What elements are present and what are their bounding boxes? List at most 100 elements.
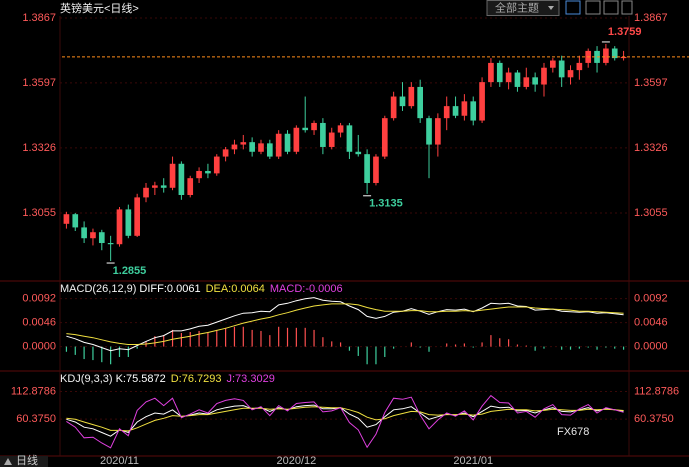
candle-body xyxy=(461,101,468,116)
candle-body xyxy=(258,143,264,152)
candle-body xyxy=(275,133,282,157)
candle-body xyxy=(603,48,609,63)
legend-entry: DIFF:0.0061 xyxy=(139,283,200,295)
dropdown-arrow xyxy=(548,6,554,10)
candle-body xyxy=(514,72,521,87)
candle-body xyxy=(311,122,317,131)
period-label: 日线 xyxy=(16,453,38,467)
theme-button[interactable]: 全部主题 xyxy=(486,0,560,16)
candle-body xyxy=(63,214,70,224)
candle-body xyxy=(567,70,574,78)
candle-body xyxy=(266,143,273,157)
y-tick-label: 1.3055 xyxy=(634,207,668,219)
candle-body xyxy=(249,142,255,152)
candle-body xyxy=(81,227,87,239)
candle-body xyxy=(532,77,538,85)
button-label: 全部主题 xyxy=(495,0,539,14)
indicator-line xyxy=(66,404,624,437)
candle-body xyxy=(187,178,194,195)
indicator-title: KDJ(9,3,3) xyxy=(60,373,113,385)
candle-body xyxy=(143,187,149,198)
candle-body xyxy=(72,214,79,228)
candle-body xyxy=(346,125,353,152)
candle-body xyxy=(541,67,547,85)
candle-body xyxy=(505,72,512,83)
tool-icon[interactable] xyxy=(585,0,601,15)
indicator-title: MACD(26,12,9) xyxy=(60,283,136,295)
candle-body xyxy=(558,60,565,78)
annotation: 1.3135 xyxy=(369,198,403,210)
arrow-icon xyxy=(4,458,12,465)
candle-body xyxy=(152,185,158,188)
x-tick-label: 2020/11 xyxy=(100,455,139,467)
candle-body xyxy=(549,60,556,68)
y-tick-label: 1.3055 xyxy=(22,207,56,219)
annotation: 1.2855 xyxy=(113,265,147,277)
candle-body xyxy=(364,154,370,183)
y-tick-label: 1.3597 xyxy=(22,77,56,89)
y-tick-label: 1.3867 xyxy=(22,12,56,24)
candle-body xyxy=(496,62,503,83)
candle-body xyxy=(576,62,583,71)
legend-entry: D:76.7293 xyxy=(171,373,222,385)
y-tick-label: 0.0092 xyxy=(634,293,668,305)
candle-body xyxy=(426,118,432,145)
candle-body xyxy=(284,133,291,152)
candle-body xyxy=(452,106,459,116)
candle-body xyxy=(125,209,132,236)
period-button[interactable]: 日线 xyxy=(0,453,48,467)
candle-body xyxy=(205,170,211,174)
candle-body xyxy=(417,86,424,119)
candle-body xyxy=(479,82,485,121)
candle-body xyxy=(443,106,450,119)
tool-icon[interactable] xyxy=(603,0,619,15)
candle-body xyxy=(435,118,441,145)
y-tick-label: 0.0000 xyxy=(22,340,56,352)
legend-entry: MACD:-0.0006 xyxy=(270,283,343,295)
legend-entry: DEA:0.0064 xyxy=(206,283,265,295)
candle-body xyxy=(222,149,229,157)
y-tick-label: 60.3750 xyxy=(634,413,674,425)
candle-body xyxy=(355,151,362,155)
y-tick-label: 0.0000 xyxy=(634,340,668,352)
tool-icon[interactable] xyxy=(621,0,633,15)
y-tick-label: 1.3326 xyxy=(22,142,56,154)
x-tick-label: 2020/12 xyxy=(276,455,316,467)
button-frame xyxy=(0,456,48,467)
candle-body xyxy=(302,127,309,131)
candle-body xyxy=(523,77,530,87)
x-tick-label: 2021/01 xyxy=(453,455,493,467)
candle-body xyxy=(293,127,300,152)
candle-body xyxy=(98,232,105,244)
indicator-line xyxy=(66,303,624,345)
candle-body xyxy=(620,56,627,59)
watermark: FX678 xyxy=(557,426,589,438)
y-tick-label: 0.0092 xyxy=(22,293,56,305)
candle-body xyxy=(328,132,335,147)
candle-body xyxy=(373,156,379,183)
y-tick-label: 1.3597 xyxy=(634,77,668,89)
candle-body xyxy=(160,185,167,188)
y-tick-label: 112.8786 xyxy=(11,385,56,397)
legend-entry: K:75.5872 xyxy=(116,373,166,385)
chart-title: 英镑美元<日线> xyxy=(60,1,139,15)
candle-body xyxy=(470,101,477,121)
candle-body xyxy=(134,197,141,236)
candle-body xyxy=(488,62,494,83)
candle-body xyxy=(390,96,397,119)
candle-body xyxy=(408,86,415,107)
button-frame xyxy=(486,0,560,16)
candle-body xyxy=(169,163,176,188)
y-tick-label: 0.0046 xyxy=(634,317,668,329)
candle-body xyxy=(611,48,618,59)
y-tick-label: 60.3750 xyxy=(16,413,56,425)
tool-icon[interactable] xyxy=(565,0,581,15)
y-tick-label: 112.8786 xyxy=(634,385,679,397)
candle-body xyxy=(337,125,344,133)
candle-body xyxy=(381,118,388,157)
candle-body xyxy=(231,144,238,150)
candle-body xyxy=(107,243,114,245)
candle-body xyxy=(399,96,406,107)
